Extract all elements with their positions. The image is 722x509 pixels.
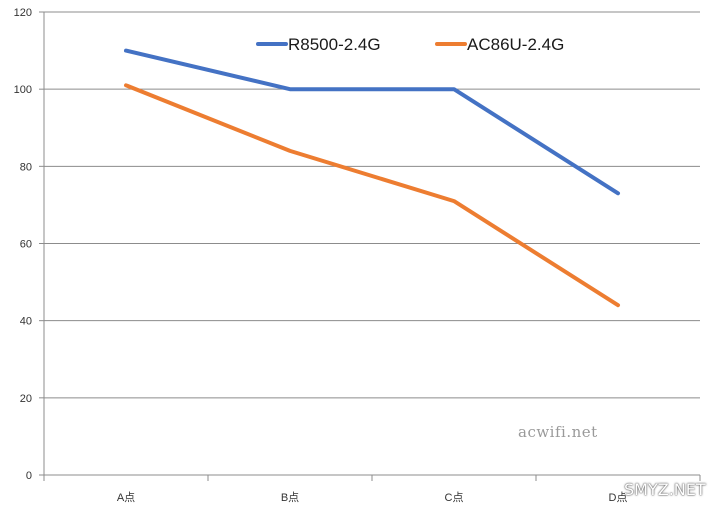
x-axis-tick-labels: A点 B点 C点 D点 (117, 491, 628, 504)
watermark-text: acwifi.net (518, 423, 598, 441)
y-tick-label: 0 (26, 470, 32, 482)
series-line-1 (124, 48, 620, 196)
legend-label: AC86U-2.4G (467, 35, 564, 54)
x-tick-label: C点 (445, 491, 464, 504)
data-point (125, 84, 127, 86)
brand-watermark: SMYZ.NET (624, 480, 706, 499)
y-tick-label: 60 (20, 239, 32, 251)
data-point (289, 88, 291, 90)
data-point (453, 88, 455, 90)
y-tick-label: 20 (20, 393, 32, 405)
x-tick-label: B点 (281, 491, 299, 504)
x-tick-label: A点 (117, 491, 135, 504)
legend-label: R8500-2.4G (288, 35, 381, 54)
data-point (617, 304, 619, 306)
legend: R8500-2.4G AC86U-2.4G (256, 35, 564, 54)
y-tick-label: 40 (20, 316, 32, 328)
series-lines (124, 48, 620, 308)
y-tick-label: 120 (14, 7, 32, 19)
y-tick-label: 80 (20, 161, 32, 173)
y-axis-tick-labels: 0 20 40 60 80 100 120 (14, 7, 32, 482)
series-line-2 (124, 83, 620, 308)
data-point (617, 192, 619, 194)
data-point (289, 150, 291, 152)
axes (39, 11, 701, 481)
y-tick-label: 100 (14, 84, 32, 96)
data-point (453, 200, 455, 202)
x-tick-label: D点 (609, 491, 628, 504)
data-point (125, 50, 127, 52)
gridlines (44, 11, 700, 399)
